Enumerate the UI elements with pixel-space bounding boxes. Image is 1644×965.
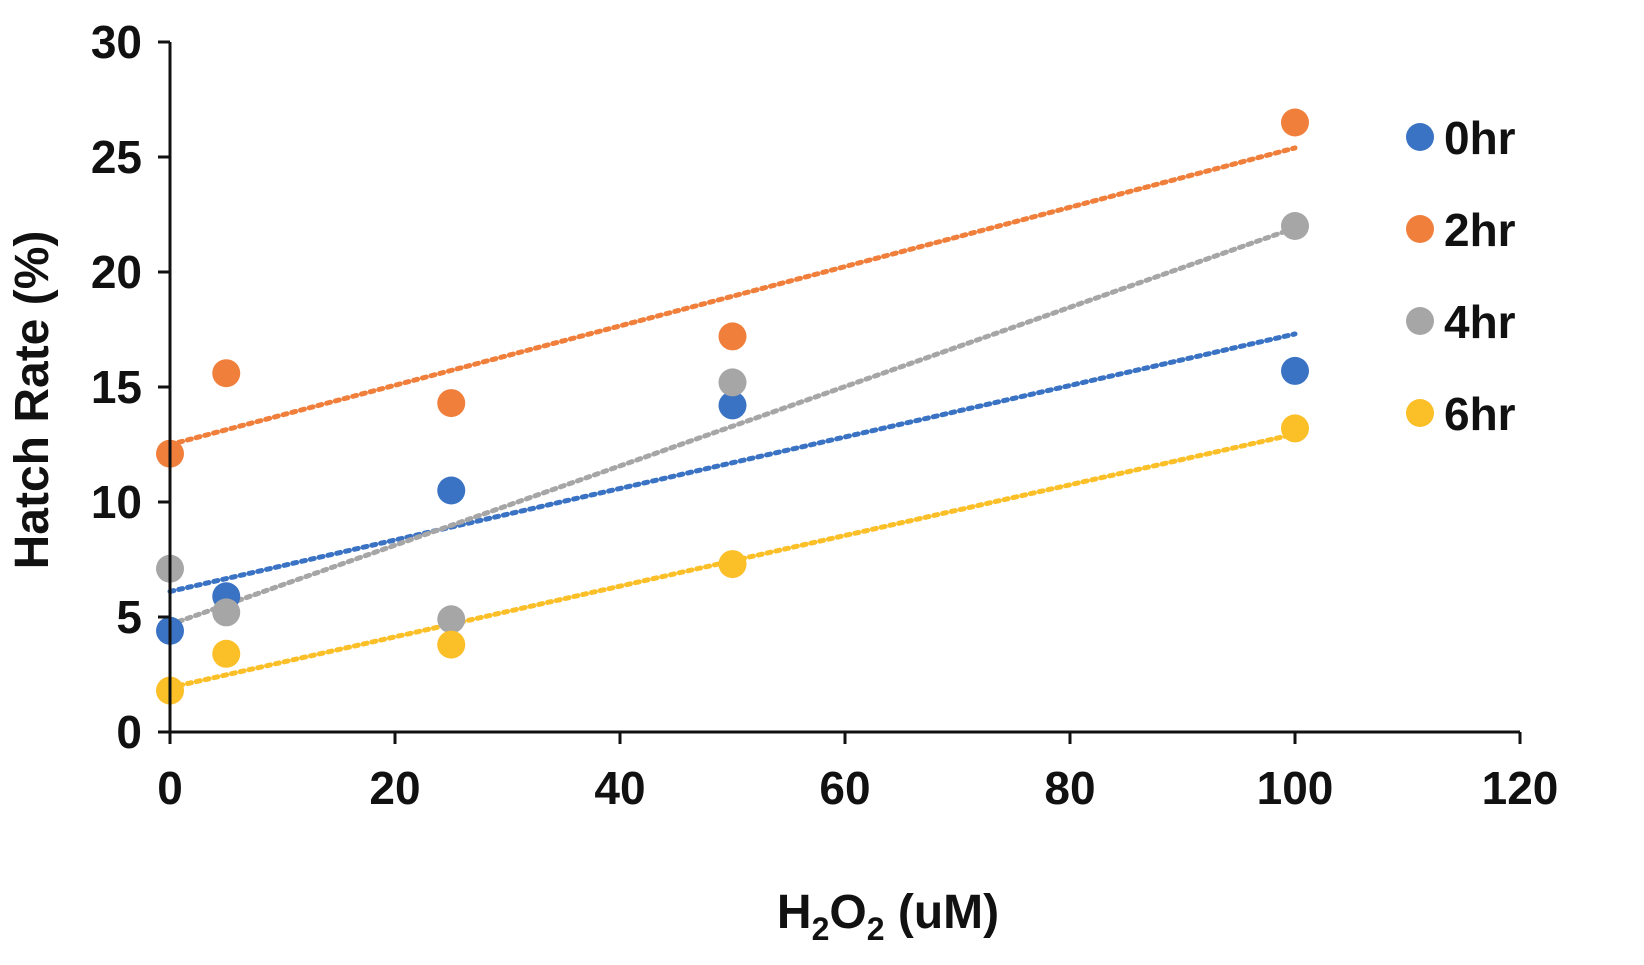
legend-marker-6hr	[1406, 399, 1434, 427]
legend: 0hr 2hr 4hr 6hr	[1406, 112, 1516, 440]
legend-label-6hr: 6hr	[1444, 388, 1516, 440]
point-0hr-100	[1281, 356, 1309, 385]
y-tick-label: 25	[91, 131, 142, 183]
y-tick-label: 15	[91, 361, 142, 413]
trendline-4hr	[167, 225, 1298, 628]
point-2hr-100	[1281, 108, 1309, 137]
x-tick-label: 80	[1044, 762, 1095, 814]
legend-label-2hr: 2hr	[1444, 204, 1516, 256]
x-tick-label: 0	[157, 762, 183, 814]
y-tick-label: 5	[116, 591, 142, 643]
legend-marker-2hr	[1406, 215, 1434, 243]
point-4hr-100	[1281, 212, 1309, 240]
x-axis-title: H2O2 (uM)	[777, 886, 999, 947]
point-6hr-100	[1281, 414, 1309, 443]
point-6hr-25	[437, 630, 466, 659]
x-tick-label: 20	[369, 762, 420, 814]
x-axis-title-h: H	[777, 886, 812, 939]
x-tick-label: 40	[594, 762, 645, 814]
legend-marker-0hr	[1406, 123, 1434, 151]
data-points	[156, 108, 1309, 705]
legend-label-4hr: 4hr	[1444, 296, 1516, 348]
point-6hr-50	[718, 550, 747, 579]
x-axis-ticks: 0 20 40 60 80 100 120	[157, 732, 1558, 814]
y-axis-title: Hatch Rate (%)	[6, 231, 59, 570]
point-4hr-5	[212, 598, 241, 627]
y-tick-label: 30	[91, 16, 142, 68]
point-4hr-25	[437, 605, 466, 634]
x-axis-title-units: (uM)	[885, 886, 1000, 939]
legend-marker-4hr	[1406, 307, 1434, 335]
x-tick-label: 120	[1482, 762, 1559, 814]
point-2hr-5	[212, 359, 241, 388]
y-axis-ticks: 0 5 10 15 20 25 30	[91, 16, 170, 758]
point-2hr-50	[718, 322, 747, 351]
point-0hr-25	[437, 476, 466, 505]
y-tick-label: 10	[91, 476, 142, 528]
point-6hr-5	[212, 639, 241, 668]
x-axis-title-sub-1: 2	[812, 911, 830, 947]
x-tick-label: 100	[1257, 762, 1334, 814]
point-2hr-25	[437, 389, 466, 418]
y-tick-label: 20	[91, 246, 142, 298]
x-tick-label: 60	[819, 762, 870, 814]
x-axis-title-sub-2: 2	[867, 911, 885, 947]
legend-label-0hr: 0hr	[1444, 112, 1516, 164]
point-0hr-50	[718, 391, 747, 420]
y-tick-label: 0	[116, 706, 142, 758]
point-4hr-50	[718, 368, 747, 397]
trendline-2hr	[167, 145, 1298, 448]
trendline-0hr	[167, 331, 1298, 594]
x-axis-title-o: O	[829, 886, 866, 939]
